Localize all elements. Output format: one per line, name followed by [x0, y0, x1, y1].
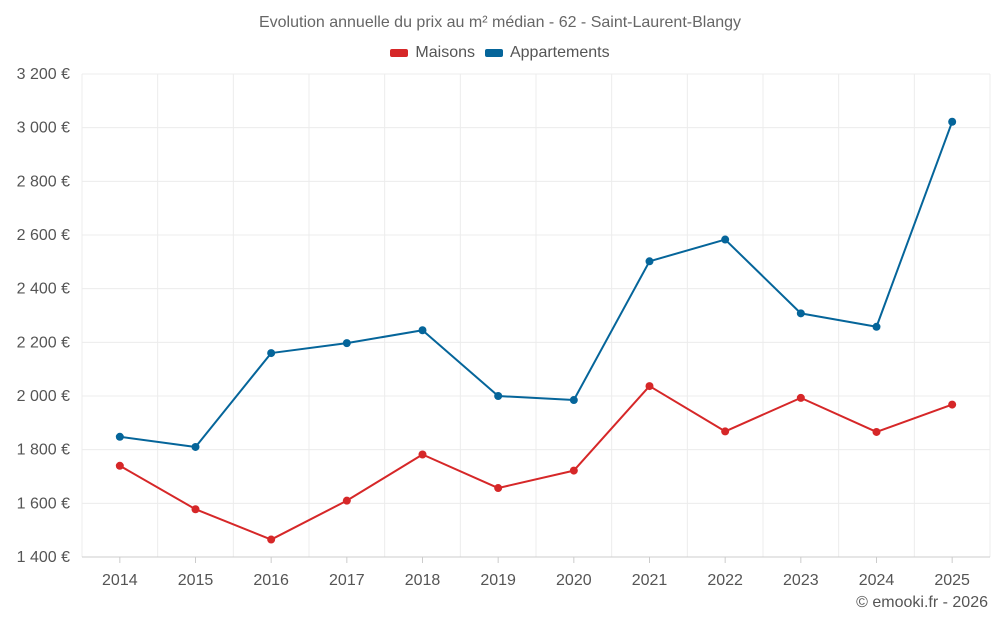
x-tick-label: 2017	[329, 572, 365, 589]
data-point-maisons	[115, 461, 124, 470]
series-layer	[115, 117, 957, 544]
x-tick-label: 2014	[102, 572, 138, 589]
data-point-appartements	[267, 349, 276, 358]
x-tick-label: 2024	[859, 572, 895, 589]
data-point-appartements	[569, 396, 578, 405]
x-tick-label: 2015	[178, 572, 214, 589]
data-point-maisons	[418, 450, 427, 459]
legend-item-maisons[interactable]: Maisons	[390, 44, 475, 62]
x-tick-label: 2020	[556, 572, 592, 589]
series-line-appartements	[118, 120, 954, 448]
data-point-appartements	[191, 442, 200, 451]
legend-swatch-maisons	[390, 49, 409, 57]
x-tick-label: 2021	[632, 572, 668, 589]
legend: Maisons Appartements	[0, 44, 1000, 62]
data-point-appartements	[342, 339, 351, 348]
y-tick-label: 1 600 €	[17, 495, 70, 512]
y-tick-label: 2 400 €	[17, 281, 70, 298]
data-point-appartements	[494, 392, 503, 400]
data-point-appartements	[115, 432, 124, 441]
data-point-maisons	[872, 427, 881, 436]
y-tick-label: 2 200 €	[17, 334, 70, 351]
y-tick-label: 2 000 €	[17, 388, 70, 405]
axes: 1 400 € 1 600 € 1 800 € 2 000 € 2 200 € 2 400…	[17, 66, 990, 589]
data-point-maisons	[948, 400, 957, 409]
data-point-appartements	[645, 257, 654, 266]
data-point-maisons	[721, 427, 730, 436]
legend-swatch-appartements	[484, 49, 503, 57]
legend-label-appartements: Appartements	[509, 44, 610, 61]
data-point-appartements	[948, 117, 957, 126]
x-tick-label: 2022	[707, 572, 743, 589]
y-tick-label: 2 600 €	[17, 227, 70, 244]
x-tick-label: 2016	[253, 572, 289, 589]
data-point-maisons	[569, 466, 578, 475]
data-point-maisons	[645, 382, 654, 391]
y-tick-label: 2 800 €	[17, 173, 70, 190]
data-point-maisons	[796, 393, 805, 402]
data-point-maisons	[267, 535, 276, 544]
gridlines	[81, 73, 991, 558]
y-tick-label: 1 800 €	[17, 442, 70, 459]
x-tick-label: 2018	[405, 572, 441, 589]
copyright-text: © emooki.fr - 2026	[856, 594, 988, 611]
data-point-maisons	[494, 484, 503, 493]
data-point-maisons	[342, 496, 351, 505]
x-tick-label: 2019	[480, 572, 516, 589]
legend-item-appartements[interactable]: Appartements	[484, 44, 610, 62]
chart-title: Evolution annuelle du prix au m² médian …	[258, 14, 742, 31]
series-line-maisons	[118, 385, 954, 541]
data-point-appartements	[721, 235, 730, 244]
x-tick-label: 2025	[934, 572, 970, 589]
data-point-appartements	[796, 309, 805, 318]
y-tick-label: 3 000 €	[17, 120, 70, 137]
y-tick-label: 3 200 €	[17, 66, 70, 83]
data-point-maisons	[191, 505, 200, 514]
data-point-appartements	[872, 322, 881, 331]
data-point-appartements	[418, 326, 427, 335]
x-tick-label: 2023	[783, 572, 819, 589]
legend-label-maisons: Maisons	[415, 44, 475, 61]
y-tick-label: 1 400 €	[17, 549, 70, 566]
